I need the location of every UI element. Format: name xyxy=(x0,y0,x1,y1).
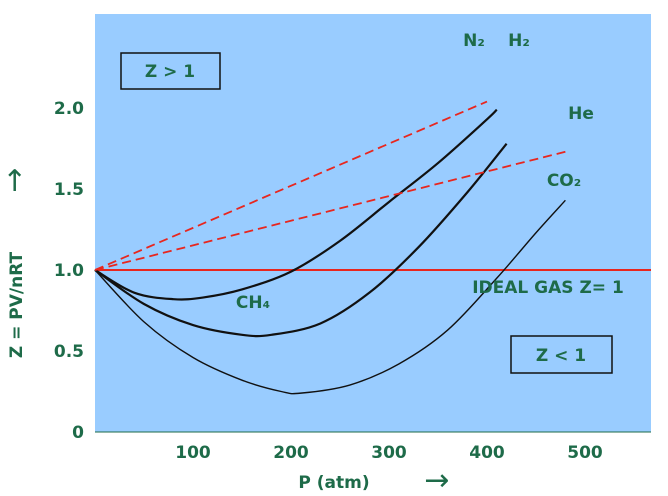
series-line-co2 xyxy=(94,199,566,395)
ideal-gas-label: IDEAL GAS Z= 1 xyxy=(472,278,624,298)
series-line-he xyxy=(94,150,566,271)
series-label-co2: CO₂ xyxy=(547,171,581,191)
y-axis-arrow: → xyxy=(0,167,32,192)
z-greater-box xyxy=(120,52,221,90)
z-less-label: Z < 1 xyxy=(536,346,586,366)
x-tick-label: 100 xyxy=(175,443,211,463)
series-line-ch4 xyxy=(94,142,508,338)
z-greater-label: Z > 1 xyxy=(145,62,195,82)
y-tick-label: 0.5 xyxy=(54,342,84,362)
x-axis-arrow: → xyxy=(424,463,449,496)
series-line-n2 xyxy=(94,108,498,301)
series-label-h2: H₂ xyxy=(508,31,530,51)
x-axis-title: P (atm) xyxy=(298,473,369,493)
y-tick-label: 0 xyxy=(72,423,84,443)
series-line-h2 xyxy=(94,100,488,271)
x-tick-label: 500 xyxy=(567,443,603,463)
series-label-n2: N₂ xyxy=(463,31,485,51)
y-axis-title: Z = PV/nRT xyxy=(7,251,27,358)
series-label-ch4: CH₄ xyxy=(236,293,270,313)
x-tick-label: 200 xyxy=(273,443,309,463)
y-tick-label: 1.0 xyxy=(54,261,84,281)
series-label-he: He xyxy=(568,104,594,124)
plot-area xyxy=(95,14,651,432)
y-tick-label: 1.5 xyxy=(54,180,84,200)
x-tick-label: 300 xyxy=(371,443,407,463)
y-tick-label: 2.0 xyxy=(54,99,84,119)
x-tick-label: 400 xyxy=(469,443,505,463)
z-less-box xyxy=(510,335,613,374)
